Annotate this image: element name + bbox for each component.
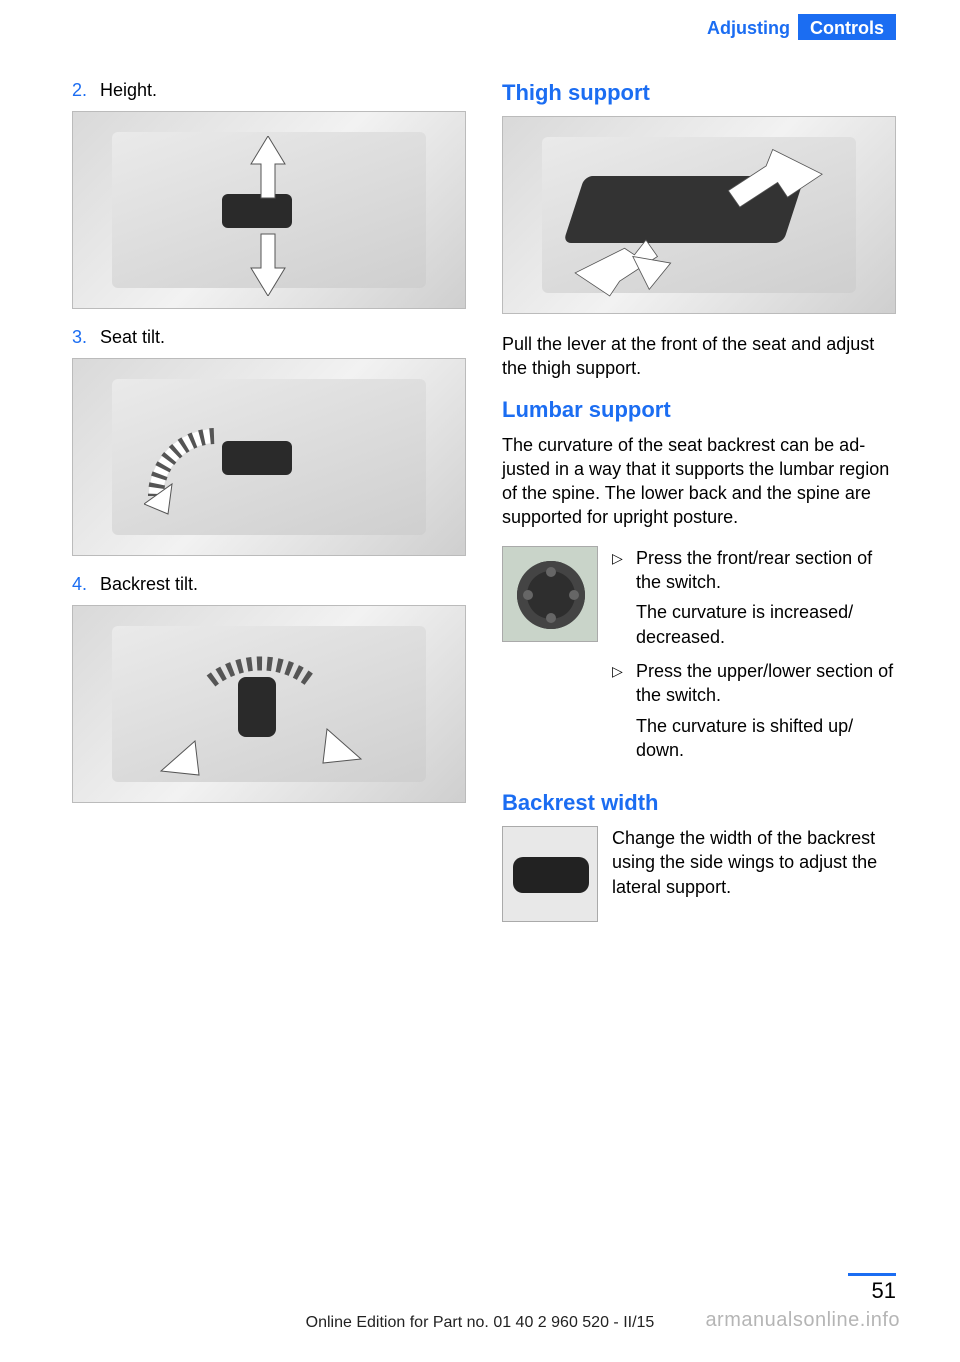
arrow-vertical-icon <box>245 136 291 296</box>
breadcrumb-section: Adjusting <box>699 14 798 40</box>
figure-backrest-tilt <box>72 605 466 803</box>
breadcrumb: Adjusting Controls <box>699 14 896 40</box>
list-item: ▷ Press the upper/lower sec­tion of the … <box>612 659 896 708</box>
section-title-lumbar: Lumbar support <box>502 397 896 423</box>
bullet-text: Press the upper/lower sec­tion of the sw… <box>636 659 896 708</box>
list-item: ▷ Press the front/rear section of the sw… <box>612 546 896 595</box>
backrest-width-switch-icon <box>502 826 598 922</box>
bullet-icon: ▷ <box>612 546 626 595</box>
right-column: Thigh support Pull the lever at the fron… <box>502 80 896 1242</box>
lumbar-bullets: ▷ Press the front/rear section of the sw… <box>612 546 896 772</box>
list-label: Height. <box>100 80 157 101</box>
list-number: 4. <box>72 574 100 595</box>
backrest-width-block: Change the width of the back­rest using … <box>502 826 896 922</box>
bullet-icon: ▷ <box>612 659 626 708</box>
figure-seat-tilt <box>72 358 466 556</box>
list-item: 2. Height. <box>72 80 466 101</box>
arrow-arc-icon <box>144 426 284 546</box>
list-number: 3. <box>72 327 100 348</box>
bullet-subtext: The curvature is shifted up/ down. <box>636 714 896 763</box>
bullet-text: Press the front/rear section of the swit… <box>636 546 896 595</box>
lumbar-intro: The curvature of the seat backrest can b… <box>502 433 896 530</box>
list-number: 2. <box>72 80 100 101</box>
bullet-subtext: The curvature is increased/ decreased. <box>636 600 896 649</box>
section-title-thigh: Thigh support <box>502 80 896 106</box>
figure-thigh-support <box>502 116 896 314</box>
list-label: Backrest tilt. <box>100 574 198 595</box>
left-column: 2. Height. 3. Seat tilt. 4. Backrest til… <box>72 80 466 1242</box>
breadcrumb-chapter: Controls <box>798 14 896 40</box>
watermark: armanualsonline.info <box>705 1309 900 1332</box>
page-number: 51 <box>872 1278 896 1304</box>
thigh-text: Pull the lever at the front of the seat … <box>502 332 896 381</box>
figure-height <box>72 111 466 309</box>
list-item: 4. Backrest tilt. <box>72 574 466 595</box>
arrow-fan-icon <box>151 641 371 803</box>
arrow-diagonal-icon <box>534 133 863 298</box>
lumbar-switch-icon <box>502 546 598 642</box>
page-number-rule <box>848 1273 896 1276</box>
list-label: Seat tilt. <box>100 327 165 348</box>
backrest-width-text: Change the width of the back­rest using … <box>612 826 896 922</box>
section-title-backrest-width: Backrest width <box>502 790 896 816</box>
content-area: 2. Height. 3. Seat tilt. 4. Backrest til… <box>72 80 896 1242</box>
lumbar-block: ▷ Press the front/rear section of the sw… <box>502 546 896 772</box>
page-header: Adjusting Controls <box>0 0 960 48</box>
list-item: 3. Seat tilt. <box>72 327 466 348</box>
